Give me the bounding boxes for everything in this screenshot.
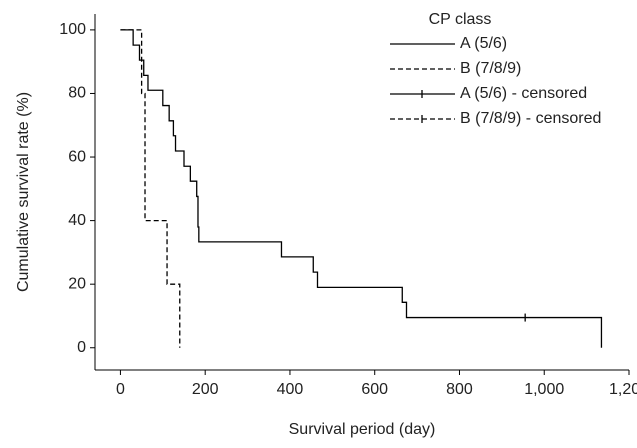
x-axis-label: Survival period (day) (289, 421, 436, 438)
y-tick-label: 80 (68, 85, 86, 102)
x-tick-label: 1,000 (524, 381, 564, 398)
x-tick-label: 1,200 (609, 381, 637, 398)
legend-label: B (7/8/9) - censored (460, 110, 601, 127)
legend-label: A (5/6) (460, 35, 507, 52)
y-tick-label: 40 (68, 212, 86, 229)
legend-title: CP class (429, 11, 492, 28)
survival-curve (120, 29, 181, 348)
y-axis-label: Cumulative survival rate (%) (15, 92, 32, 292)
y-tick-label: 20 (68, 275, 86, 292)
y-tick-label: 0 (77, 339, 86, 356)
y-tick-label: 100 (59, 21, 86, 38)
x-tick-label: 600 (361, 381, 388, 398)
x-tick-label: 400 (277, 381, 304, 398)
survival-curve (120, 29, 603, 348)
legend-label: B (7/8/9) (460, 60, 521, 77)
legend-label: A (5/6) - censored (460, 85, 587, 102)
x-tick-label: 800 (446, 381, 473, 398)
y-tick-label: 60 (68, 148, 86, 165)
x-tick-label: 200 (192, 381, 219, 398)
x-tick-label: 0 (116, 381, 125, 398)
